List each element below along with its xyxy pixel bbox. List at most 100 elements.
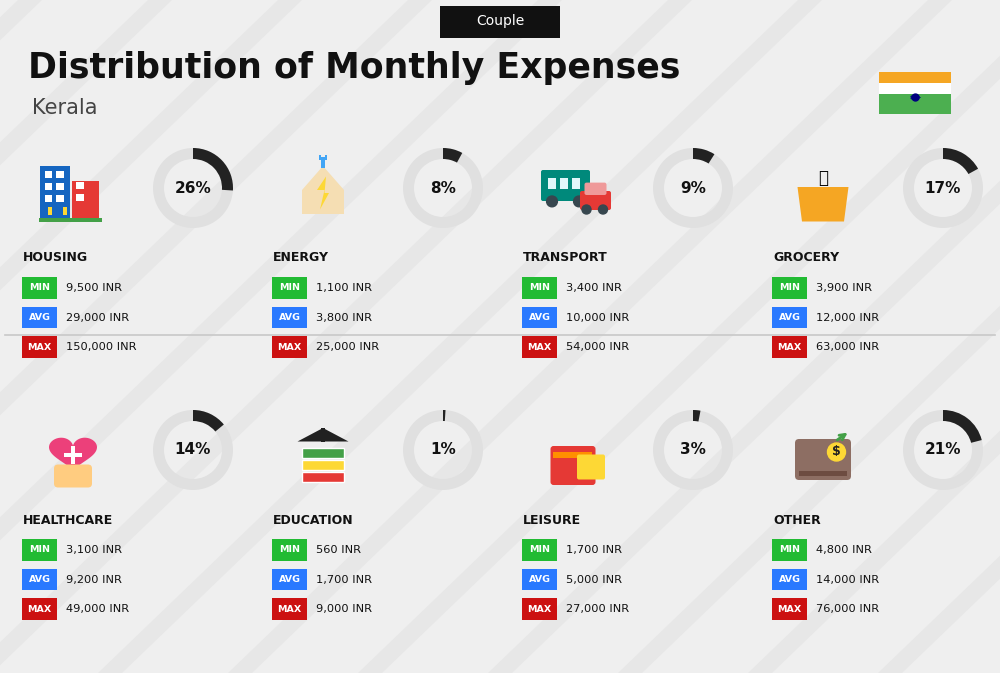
FancyBboxPatch shape <box>772 277 807 299</box>
Text: 54,000 INR: 54,000 INR <box>566 342 629 352</box>
FancyBboxPatch shape <box>40 166 70 220</box>
Circle shape <box>598 205 607 214</box>
Wedge shape <box>403 410 483 490</box>
Text: 63,000 INR: 63,000 INR <box>816 342 879 352</box>
FancyBboxPatch shape <box>572 178 580 188</box>
Text: TRANSPORT: TRANSPORT <box>523 252 608 264</box>
Text: 5,000 INR: 5,000 INR <box>566 575 622 584</box>
Text: 8%: 8% <box>430 180 456 195</box>
Text: AVG: AVG <box>528 575 550 584</box>
Text: MAX: MAX <box>527 343 552 351</box>
Text: Distribution of Monthly Expenses: Distribution of Monthly Expenses <box>28 51 680 85</box>
Text: 1%: 1% <box>430 443 456 458</box>
Text: AVG: AVG <box>278 575 300 584</box>
FancyBboxPatch shape <box>772 336 807 358</box>
Wedge shape <box>693 148 714 164</box>
Text: 10,000 INR: 10,000 INR <box>566 312 629 322</box>
Text: 17%: 17% <box>925 180 961 195</box>
FancyBboxPatch shape <box>62 207 67 215</box>
Text: AVG: AVG <box>778 575 800 584</box>
Polygon shape <box>302 166 344 214</box>
FancyBboxPatch shape <box>38 218 102 221</box>
FancyBboxPatch shape <box>72 181 98 220</box>
FancyBboxPatch shape <box>548 178 556 188</box>
Text: 29,000 INR: 29,000 INR <box>66 312 129 322</box>
FancyBboxPatch shape <box>795 439 851 480</box>
Text: Couple: Couple <box>476 14 524 28</box>
Text: MIN: MIN <box>779 283 800 293</box>
Text: 560 INR: 560 INR <box>316 545 361 555</box>
FancyBboxPatch shape <box>22 539 57 561</box>
Wedge shape <box>193 148 233 190</box>
FancyBboxPatch shape <box>22 569 57 590</box>
FancyBboxPatch shape <box>272 569 307 590</box>
Wedge shape <box>403 148 483 228</box>
FancyBboxPatch shape <box>879 72 951 92</box>
Wedge shape <box>943 410 982 443</box>
FancyBboxPatch shape <box>71 446 75 464</box>
Text: 9%: 9% <box>680 180 706 195</box>
Text: MIN: MIN <box>779 546 800 555</box>
Polygon shape <box>49 437 97 472</box>
FancyBboxPatch shape <box>541 170 590 201</box>
Text: MAX: MAX <box>527 604 552 614</box>
Text: 3,900 INR: 3,900 INR <box>816 283 872 293</box>
FancyBboxPatch shape <box>584 182 606 195</box>
Circle shape <box>582 205 591 214</box>
FancyBboxPatch shape <box>272 539 307 561</box>
Text: 12,000 INR: 12,000 INR <box>816 312 879 322</box>
FancyBboxPatch shape <box>772 598 807 620</box>
FancyBboxPatch shape <box>772 539 807 561</box>
FancyBboxPatch shape <box>44 184 52 190</box>
FancyBboxPatch shape <box>22 307 57 328</box>
FancyBboxPatch shape <box>550 446 595 485</box>
Text: $: $ <box>832 446 841 458</box>
Text: 27,000 INR: 27,000 INR <box>566 604 629 614</box>
Text: 21%: 21% <box>925 443 961 458</box>
FancyBboxPatch shape <box>44 195 52 202</box>
Wedge shape <box>943 148 978 174</box>
Text: ENERGY: ENERGY <box>273 252 329 264</box>
Text: HOUSING: HOUSING <box>23 252 88 264</box>
FancyBboxPatch shape <box>321 157 325 168</box>
Circle shape <box>547 196 557 207</box>
FancyBboxPatch shape <box>64 453 82 458</box>
FancyBboxPatch shape <box>54 464 92 487</box>
Text: MAX: MAX <box>27 343 52 351</box>
Text: MAX: MAX <box>277 343 302 351</box>
FancyBboxPatch shape <box>56 172 64 178</box>
FancyBboxPatch shape <box>44 172 52 178</box>
Wedge shape <box>193 410 224 431</box>
FancyBboxPatch shape <box>272 336 307 358</box>
FancyBboxPatch shape <box>272 598 307 620</box>
Text: 3,400 INR: 3,400 INR <box>566 283 622 293</box>
Polygon shape <box>798 187 849 221</box>
Text: 3,800 INR: 3,800 INR <box>316 312 372 322</box>
FancyBboxPatch shape <box>577 454 605 479</box>
Text: 9,000 INR: 9,000 INR <box>316 604 372 614</box>
FancyBboxPatch shape <box>302 448 344 458</box>
Text: AVG: AVG <box>28 575 50 584</box>
Polygon shape <box>317 176 329 209</box>
Text: MIN: MIN <box>529 283 550 293</box>
FancyBboxPatch shape <box>272 277 307 299</box>
Text: HEALTHCARE: HEALTHCARE <box>23 513 113 526</box>
Wedge shape <box>693 410 700 421</box>
Text: LEISURE: LEISURE <box>523 513 581 526</box>
FancyBboxPatch shape <box>319 155 321 160</box>
FancyBboxPatch shape <box>22 598 57 620</box>
Text: 9,200 INR: 9,200 INR <box>66 575 122 584</box>
FancyBboxPatch shape <box>22 336 57 358</box>
Text: 76,000 INR: 76,000 INR <box>816 604 879 614</box>
FancyBboxPatch shape <box>440 6 560 38</box>
Text: GROCERY: GROCERY <box>773 252 839 264</box>
FancyBboxPatch shape <box>321 428 325 441</box>
Text: MAX: MAX <box>27 604 52 614</box>
FancyBboxPatch shape <box>22 277 57 299</box>
Text: MAX: MAX <box>777 604 802 614</box>
Text: AVG: AVG <box>278 313 300 322</box>
Wedge shape <box>903 410 983 490</box>
Text: 26%: 26% <box>175 180 211 195</box>
FancyBboxPatch shape <box>772 569 807 590</box>
FancyBboxPatch shape <box>560 178 568 188</box>
